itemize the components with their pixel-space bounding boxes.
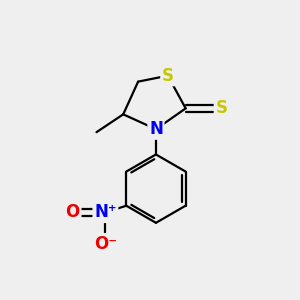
Text: S: S: [215, 99, 227, 117]
Text: S: S: [162, 67, 174, 85]
Text: O⁻: O⁻: [94, 235, 117, 253]
Text: N⁺: N⁺: [94, 203, 117, 221]
Text: O: O: [66, 203, 80, 221]
Text: N: N: [149, 120, 163, 138]
